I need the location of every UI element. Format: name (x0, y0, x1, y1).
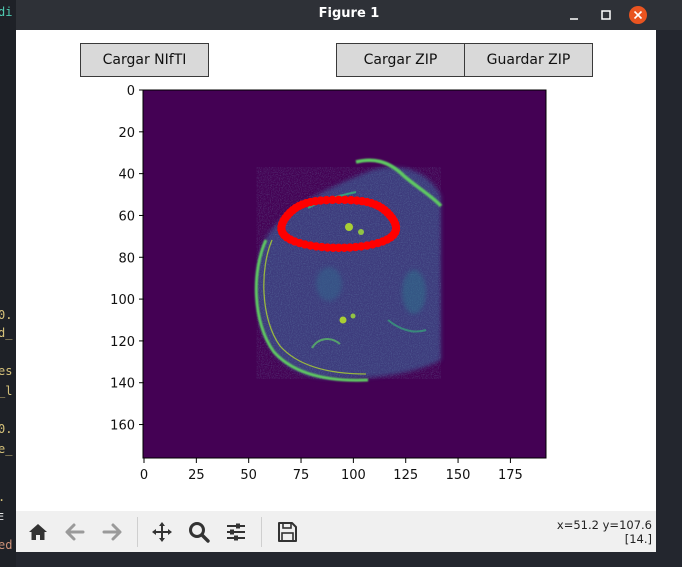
configure-subplots-icon[interactable] (224, 520, 248, 544)
contour-point (340, 195, 350, 205)
window-title: Figure 1 (318, 6, 380, 21)
pixel-value-readout: [14.] (624, 532, 652, 546)
y-tick-label: 40 (118, 168, 135, 183)
y-tick-label: 140 (110, 377, 135, 392)
editor-text: _l (0, 384, 13, 398)
x-tick-label: 25 (188, 468, 205, 483)
contour-overlay (277, 195, 401, 253)
y-tick-label: 60 (118, 209, 135, 224)
contour-point (389, 216, 399, 226)
load-nifti-button[interactable]: Cargar NIfTI (80, 43, 209, 77)
zoom-magnifier-icon[interactable] (187, 520, 211, 544)
image-plot[interactable]: 0 25 50 75 100 125 150 175 0 20 40 60 80 100 120 140 16… (16, 30, 656, 511)
editor-text: 0. (0, 308, 13, 322)
back-arrow-icon[interactable] (63, 520, 87, 544)
y-tick-label: 160 (110, 419, 135, 434)
x-axis: 0 25 50 75 100 125 150 175 (140, 458, 523, 483)
y-tick-label: 0 (127, 84, 135, 99)
editor-text: ed (0, 538, 13, 552)
y-axis: 0 20 40 60 80 100 120 140 160 (110, 84, 144, 434)
window-titlebar[interactable]: Figure 1 (16, 0, 682, 30)
y-tick-label: 100 (110, 293, 135, 308)
contour-point (334, 195, 343, 204)
y-tick-label: 20 (118, 126, 135, 141)
contour-point (328, 195, 337, 205)
x-tick-label: 75 (293, 468, 310, 483)
editor-text: E (0, 512, 5, 523)
toolbar-separator (261, 517, 262, 547)
x-tick-label: 150 (446, 468, 471, 483)
contour-point (322, 195, 331, 205)
axes-frame (142, 89, 547, 459)
editor-text: 0. (0, 422, 13, 436)
editor-text: es (0, 364, 13, 378)
x-tick-label: 125 (393, 468, 418, 483)
close-icon[interactable] (628, 5, 648, 25)
y-tick-label: 120 (110, 335, 135, 350)
save-zip-button[interactable]: Guardar ZIP (464, 43, 593, 77)
maximize-icon[interactable] (596, 5, 616, 25)
pan-move-icon[interactable] (150, 520, 174, 544)
y-tick-label: 80 (118, 251, 135, 266)
toolbar-separator (137, 517, 138, 547)
save-floppy-icon[interactable] (275, 520, 299, 544)
x-tick-label: 100 (341, 468, 366, 483)
coordinate-readout: x=51.2 y=107.6 (556, 518, 652, 532)
editor-text: d_ (0, 326, 13, 340)
editor-text: di (0, 5, 13, 19)
cursor-coordinates: x=51.2 y=107.6 [14.] (557, 518, 652, 546)
navigation-toolbar: x=51.2 y=107.6 [14.] (16, 511, 656, 552)
minimize-icon[interactable] (564, 5, 584, 25)
load-zip-button[interactable]: Cargar ZIP (336, 43, 465, 77)
x-tick-label: 175 (498, 468, 523, 483)
forward-arrow-icon[interactable] (100, 520, 124, 544)
editor-text: . (0, 490, 5, 504)
figure-canvas: Cargar NIfTI Cargar ZIP Guardar ZIP (16, 30, 656, 552)
editor-text: e_ (0, 442, 13, 456)
home-icon[interactable] (26, 520, 50, 544)
x-tick-label: 50 (240, 468, 257, 483)
window-background (656, 30, 682, 567)
editor-background: di 0. d_ es _l 0. e_ . E ed (0, 0, 16, 567)
x-tick-label: 0 (140, 468, 148, 483)
